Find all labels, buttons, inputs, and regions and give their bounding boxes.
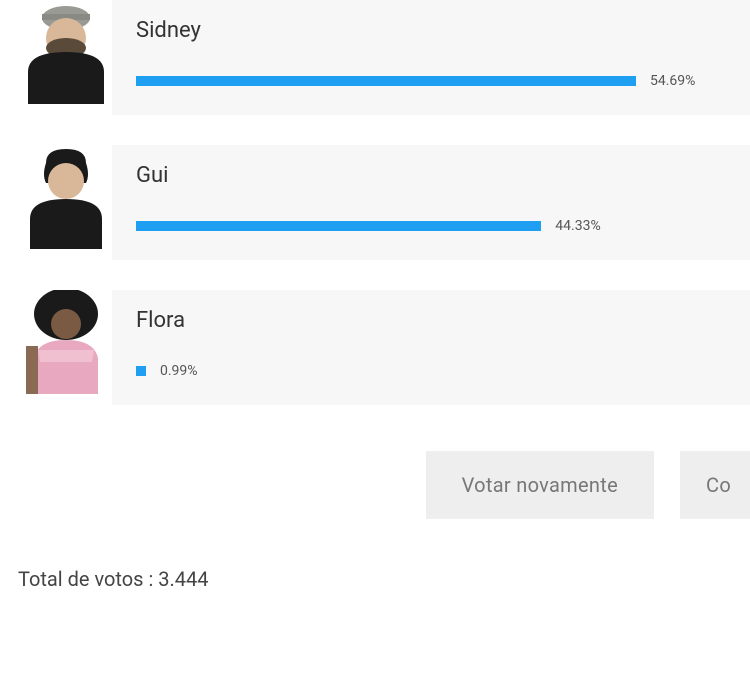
result-content: Flora 0.99%: [112, 290, 750, 405]
candidate-name: Flora: [136, 308, 730, 333]
percent-bar: [136, 76, 636, 86]
total-value: 3.444: [158, 567, 208, 591]
total-votes: Total de votos : 3.444: [0, 567, 750, 591]
second-button-partial[interactable]: Co: [680, 451, 750, 519]
percent-label: 44.33%: [555, 218, 600, 234]
result-row: Gui 44.33%: [0, 145, 750, 260]
percent-bar: [136, 366, 146, 376]
button-row: Votar novamente Co: [0, 451, 750, 519]
bar-row: 54.69%: [136, 73, 730, 89]
candidate-avatar: [20, 145, 112, 249]
percent-label: 54.69%: [650, 73, 695, 89]
bar-row: 44.33%: [136, 218, 730, 234]
total-label: Total de votos :: [18, 567, 153, 591]
candidate-avatar: [20, 290, 112, 394]
candidate-name: Gui: [136, 163, 730, 188]
percent-bar: [136, 221, 541, 231]
poll-results: Sidney 54.69% Gui 44.33%: [0, 0, 750, 591]
result-row: Sidney 54.69%: [0, 0, 750, 115]
bar-row: 0.99%: [136, 363, 730, 379]
candidate-name: Sidney: [136, 18, 730, 43]
result-content: Gui 44.33%: [112, 145, 750, 260]
result-row: Flora 0.99%: [0, 290, 750, 405]
percent-label: 0.99%: [160, 363, 198, 379]
candidate-avatar: [20, 0, 112, 104]
result-content: Sidney 54.69%: [112, 0, 750, 115]
vote-again-button[interactable]: Votar novamente: [426, 451, 654, 519]
